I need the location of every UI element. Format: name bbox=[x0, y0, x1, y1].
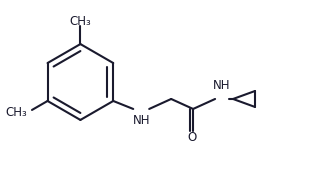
Text: CH₃: CH₃ bbox=[5, 106, 27, 120]
Text: CH₃: CH₃ bbox=[70, 15, 91, 28]
Text: NH: NH bbox=[213, 79, 231, 92]
Text: NH: NH bbox=[133, 114, 150, 127]
Text: O: O bbox=[188, 131, 197, 144]
